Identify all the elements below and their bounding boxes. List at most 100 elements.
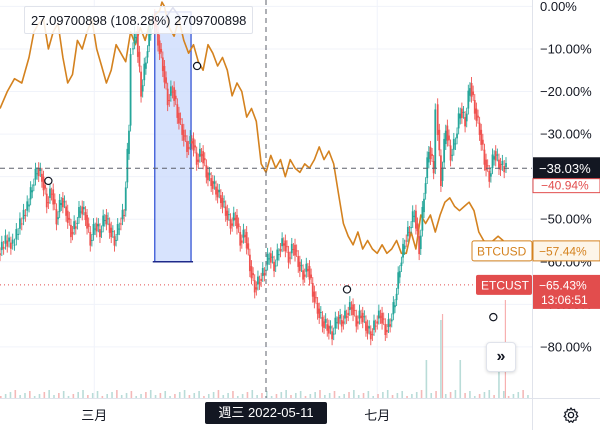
etc-candle-body xyxy=(319,312,322,314)
etc-candle-body xyxy=(281,238,284,247)
volume-bar xyxy=(87,395,89,398)
etc-candle-body xyxy=(65,206,67,216)
etc-candle-body xyxy=(310,274,313,278)
volume-bar xyxy=(512,394,515,398)
etc-candle-body xyxy=(499,163,502,171)
etc-candle-body xyxy=(438,129,441,151)
btcusd-value-label: −57.44% xyxy=(539,244,587,258)
etc-candle-body xyxy=(166,88,169,106)
settings-button[interactable] xyxy=(560,404,582,426)
etc-candle-body xyxy=(165,77,167,84)
etc-candle-body xyxy=(219,195,222,204)
etc-candle-body xyxy=(451,154,454,156)
etc-candle-body xyxy=(57,217,59,220)
etc-candle-body xyxy=(99,229,101,238)
etc-candle-body xyxy=(432,161,435,174)
etc-candle-body xyxy=(384,324,387,336)
etc-candle-body xyxy=(266,253,269,265)
etc-candle-body xyxy=(392,302,395,315)
etc-candle-body xyxy=(481,139,484,145)
etc-candle-body xyxy=(273,261,275,272)
etc-candle-body xyxy=(290,243,293,254)
etc-candle-body xyxy=(462,111,465,113)
etc-candle-body xyxy=(146,51,149,58)
time-axis[interactable]: 三月 七月 週三 2022-05-11 xyxy=(81,402,390,424)
etc-candle-body xyxy=(44,185,47,189)
etc-candle-body xyxy=(197,159,200,162)
volume-bar xyxy=(77,392,79,398)
etc-candle-body xyxy=(416,223,419,232)
volume-bar xyxy=(91,393,94,398)
volume-bar xyxy=(106,394,108,398)
etc-candle-body xyxy=(413,215,416,217)
etc-candle-body xyxy=(182,129,185,141)
etc-candle-body xyxy=(141,85,144,92)
etc-candle-body xyxy=(140,71,142,97)
etcust-name-tag xyxy=(476,274,532,295)
etc-candle-body xyxy=(78,207,80,218)
etc-candle-body xyxy=(460,108,463,118)
scroll-to-realtime-button[interactable]: » xyxy=(486,342,516,372)
etc-candle-body xyxy=(211,180,214,189)
etc-candle-body xyxy=(89,231,92,246)
volume-bar xyxy=(9,392,12,398)
etc-candle-body xyxy=(107,218,109,220)
etc-candle-body xyxy=(92,224,95,235)
etc-candle-body xyxy=(488,170,491,182)
event-marker xyxy=(192,61,202,71)
etc-candle-body xyxy=(126,148,129,183)
etc-candle-body xyxy=(9,242,12,249)
etc-candle-body xyxy=(300,265,303,267)
event-marker xyxy=(44,176,53,186)
volume-bar xyxy=(430,393,433,398)
etc-candle-body xyxy=(143,63,146,81)
etc-candle-body xyxy=(82,207,85,210)
etc-candle-body xyxy=(173,87,176,101)
etc-candle-body xyxy=(236,214,238,229)
etc-candle-body xyxy=(374,325,377,327)
etc-candle-body xyxy=(6,240,9,247)
volume-bar xyxy=(488,390,491,398)
etc-candle-body xyxy=(366,325,369,334)
etc-candle-body xyxy=(229,219,232,229)
volume-bar xyxy=(101,396,104,398)
etc-candle-body xyxy=(116,224,119,235)
etc-candle-body xyxy=(473,100,476,114)
etc-candle-body xyxy=(45,193,48,208)
volume-bar xyxy=(236,396,239,398)
etc-candle-body xyxy=(168,100,171,102)
etc-candle-body xyxy=(478,122,481,135)
etc-candle-body xyxy=(424,183,427,194)
volume-bar xyxy=(135,396,138,398)
etc-candle-body xyxy=(218,189,221,193)
etc-candle-body xyxy=(181,124,184,135)
etc-candle-body xyxy=(55,209,58,225)
btcusd-name-tag xyxy=(471,240,533,262)
current-value-tag xyxy=(533,157,600,180)
etc-candle-body xyxy=(311,283,314,297)
etc-candle-body xyxy=(110,227,113,238)
etc-candle-body xyxy=(434,109,437,169)
volume-layer xyxy=(0,300,529,398)
etc-candle-body xyxy=(452,138,455,150)
volume-bar xyxy=(425,360,428,398)
etc-candle-body xyxy=(403,245,406,250)
etc-candle-body xyxy=(395,293,398,301)
etc-candle-body xyxy=(160,48,163,53)
etc-candle-body xyxy=(49,188,51,198)
etc-candle-body xyxy=(387,319,390,328)
crosshair-date-tag xyxy=(205,402,327,424)
etc-candle-body xyxy=(240,240,243,243)
etc-candle-body xyxy=(381,312,383,324)
etc-candle-body xyxy=(440,155,442,187)
etc-candle-body xyxy=(493,156,496,160)
volume-bar xyxy=(227,393,229,398)
etc-candle-body xyxy=(158,40,161,55)
volume-bar xyxy=(420,390,423,398)
volume-bar xyxy=(401,391,404,398)
etc-candle-body xyxy=(90,239,93,241)
etc-candle-body xyxy=(213,181,216,184)
etc-candle-body xyxy=(326,324,329,331)
volume-bar xyxy=(4,394,7,398)
etc-candle-body xyxy=(171,91,174,93)
